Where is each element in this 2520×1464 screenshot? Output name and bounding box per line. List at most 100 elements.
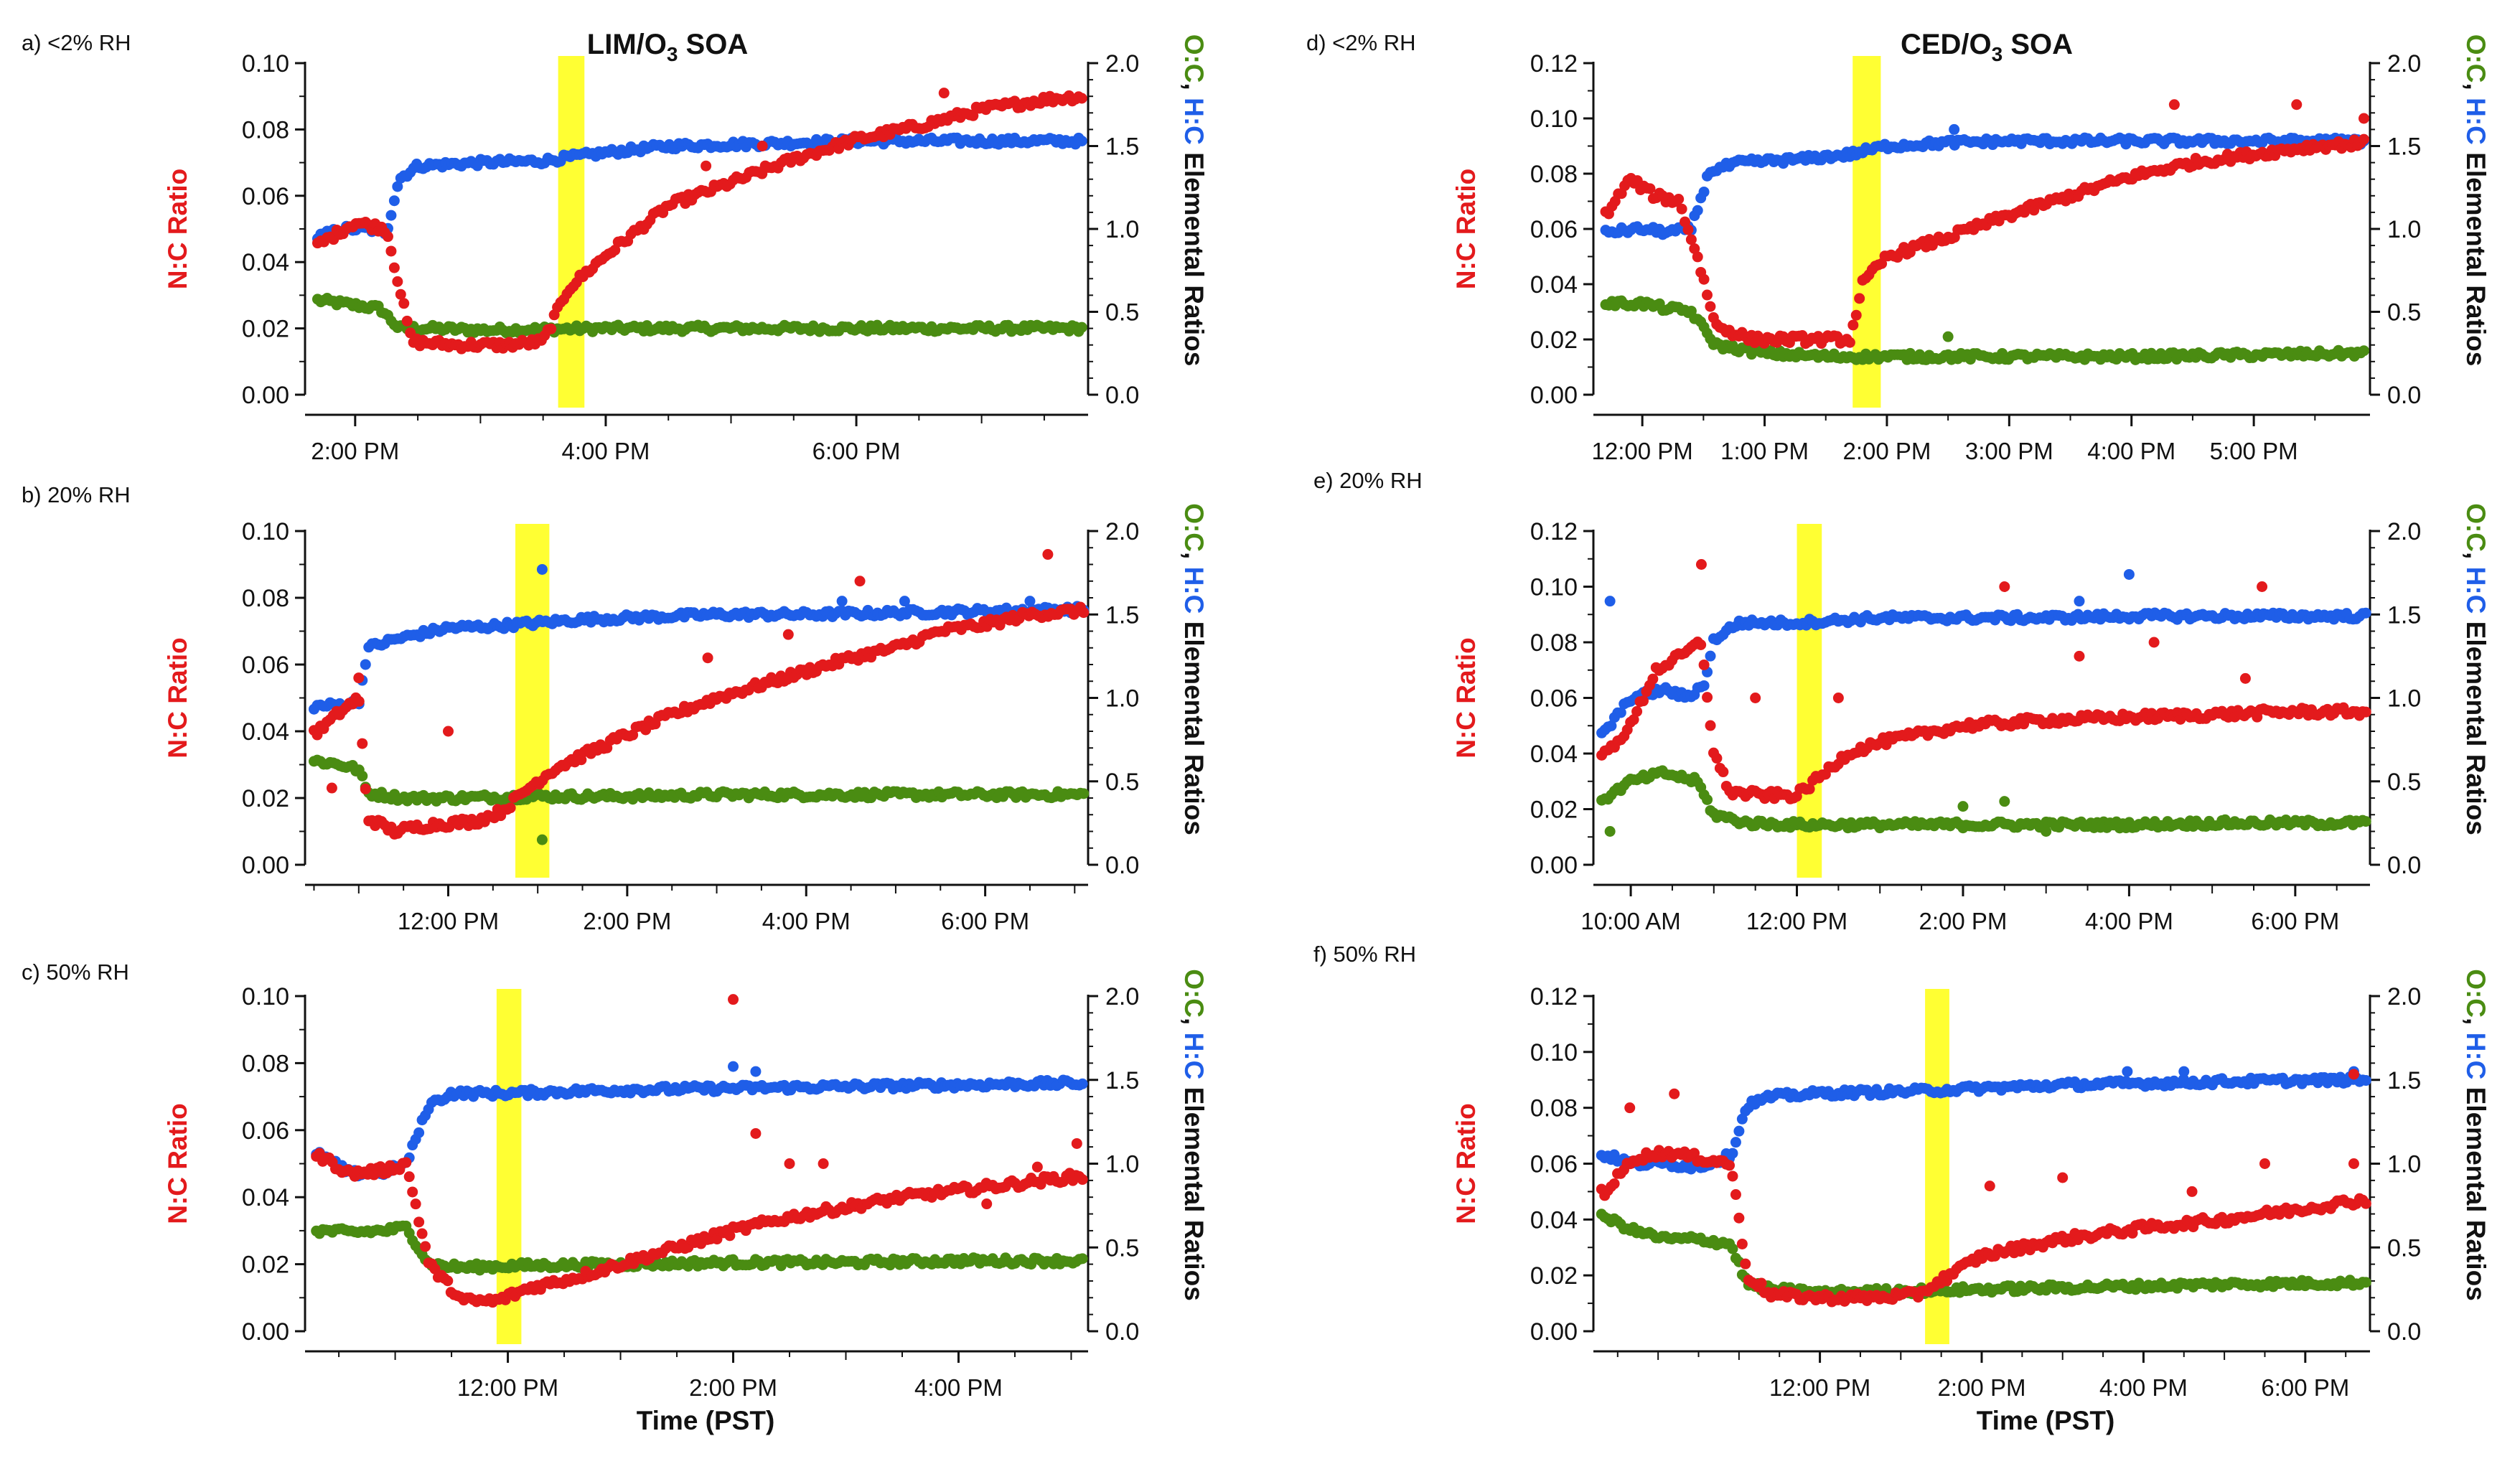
data-point-hc: [1615, 707, 1626, 718]
data-point-hc: [2360, 1075, 2371, 1087]
outlier-point-nc: [1031, 1161, 1043, 1173]
outlier-point-hc: [2178, 1066, 2190, 1077]
panel-b: b) 20% RH0.000.020.040.060.080.100.00.51…: [22, 482, 1209, 934]
data-point-oc: [2360, 1277, 2371, 1288]
x-tick-label: 12:00 PM: [457, 1374, 558, 1401]
left-tick-label: 0.08: [1530, 161, 1578, 188]
outlier-point-nc: [1695, 559, 1707, 570]
series-oc: [1600, 295, 2369, 365]
data-point-hc: [1076, 135, 1087, 146]
left-tick-label: 0.00: [242, 382, 289, 409]
data-point-oc: [2358, 345, 2369, 357]
outlier-point-oc: [1604, 826, 1616, 837]
data-point-nc: [1711, 753, 1723, 764]
series-hc: [1596, 568, 2371, 738]
right-tick-label: 0.0: [2387, 852, 2421, 879]
outlier-point-nc: [728, 994, 739, 1005]
data-point-nc: [1628, 714, 1639, 726]
outlier-point-oc: [1942, 331, 1954, 342]
right-tick-label: 2.0: [1105, 50, 1139, 78]
data-point-nc: [398, 298, 410, 309]
outlier-point-nc: [1750, 693, 1761, 703]
data-point-nc: [1854, 293, 1865, 304]
right-tick-label: 1.0: [2387, 1151, 2421, 1178]
outlier-point-nc: [2291, 99, 2303, 111]
data-point-hc: [360, 659, 371, 670]
outlier-point-nc: [326, 782, 337, 794]
data-point-nc: [1644, 183, 1656, 194]
data-point-nc: [392, 276, 403, 287]
data-point-nc: [1724, 1160, 1736, 1171]
right-tick-label: 0.5: [2387, 1234, 2421, 1262]
outlier-point-nc: [818, 1158, 829, 1169]
right-axis-title: O:C, H:C Elemental Ratios: [2461, 34, 2491, 367]
outlier-point-nc: [2186, 1186, 2198, 1197]
data-point-nc: [1705, 720, 1716, 731]
data-point-oc: [357, 770, 368, 782]
outlier-point-hc: [836, 596, 848, 607]
data-point-nc: [1689, 243, 1700, 255]
data-point-nc: [442, 1275, 454, 1287]
left-axis-title: N:C Ratio: [163, 1103, 192, 1224]
data-point-hc: [2360, 607, 2371, 619]
series-oc: [308, 754, 1090, 845]
right-tick-label: 0.0: [1105, 382, 1139, 409]
series-hc: [308, 563, 1090, 715]
data-point-nc: [1685, 234, 1697, 245]
data-point-nc: [1695, 639, 1707, 651]
left-tick-label: 0.00: [1530, 852, 1578, 879]
data-point-nc: [1733, 1212, 1745, 1224]
data-point-nc: [1637, 695, 1649, 707]
data-point-hc: [1698, 680, 1710, 691]
outlier-point-nc: [702, 652, 713, 664]
x-tick-label: 6:00 PM: [941, 908, 1029, 934]
right-tick-label: 0.0: [2387, 1318, 2421, 1346]
data-point-nc: [2358, 133, 2369, 145]
series-oc: [1596, 765, 2371, 837]
data-point-hc: [413, 1127, 425, 1138]
outlier-point-nc: [2348, 1069, 2359, 1080]
right-tick-label: 0.5: [2387, 769, 2421, 796]
x-tick-label: 12:00 PM: [1746, 908, 1847, 934]
left-tick-label: 0.04: [242, 718, 289, 746]
x-tick-label: 2:00 PM: [1842, 438, 1931, 464]
data-point-oc: [1078, 788, 1090, 799]
data-point-hc: [1733, 1125, 1745, 1137]
x-tick-label: 12:00 PM: [398, 908, 499, 934]
left-tick-label: 0.02: [1530, 797, 1578, 824]
left-tick-label: 0.10: [1530, 574, 1578, 601]
left-tick-label: 0.02: [1530, 327, 1578, 354]
data-point-nc: [385, 245, 397, 257]
right-tick-label: 1.0: [1105, 216, 1139, 243]
data-point-nc: [968, 110, 979, 121]
left-tick-label: 0.06: [242, 183, 289, 210]
x-tick-label: 2:00 PM: [583, 908, 671, 934]
data-point-nc: [395, 288, 406, 300]
panel-label: f) 50% RH: [1313, 942, 1416, 967]
right-tick-label: 0.5: [1105, 769, 1139, 796]
left-tick-label: 0.04: [1530, 741, 1578, 768]
right-tick-label: 1.5: [2387, 133, 2421, 161]
data-point-nc: [1608, 1178, 1620, 1189]
outlier-point-nc: [1984, 1181, 1995, 1192]
x-axis-title-left: Time (PST): [637, 1406, 775, 1435]
data-point-nc: [401, 315, 413, 327]
left-tick-label: 0.00: [1530, 382, 1578, 409]
data-point-hc: [1730, 1137, 1741, 1148]
data-point-hc: [1698, 186, 1710, 197]
outlier-point-nc: [1042, 549, 1054, 560]
right-axis-title: O:C, H:C Elemental Ratios: [2461, 969, 2491, 1301]
left-tick-label: 0.04: [1530, 1206, 1578, 1234]
left-tick-label: 0.06: [1530, 685, 1578, 713]
data-point-nc: [420, 1241, 431, 1252]
series-oc: [312, 293, 1087, 339]
left-tick-label: 0.08: [1530, 629, 1578, 657]
right-axis-title: O:C, H:C Elemental Ratios: [1179, 34, 1209, 367]
outlier-point-hc: [1024, 596, 1036, 607]
outlier-point-hc: [2074, 596, 2085, 607]
data-point-nc: [724, 1230, 736, 1242]
data-point-nc: [609, 245, 621, 256]
series-hc: [311, 1061, 1088, 1182]
right-tick-label: 1.0: [1105, 1151, 1139, 1178]
